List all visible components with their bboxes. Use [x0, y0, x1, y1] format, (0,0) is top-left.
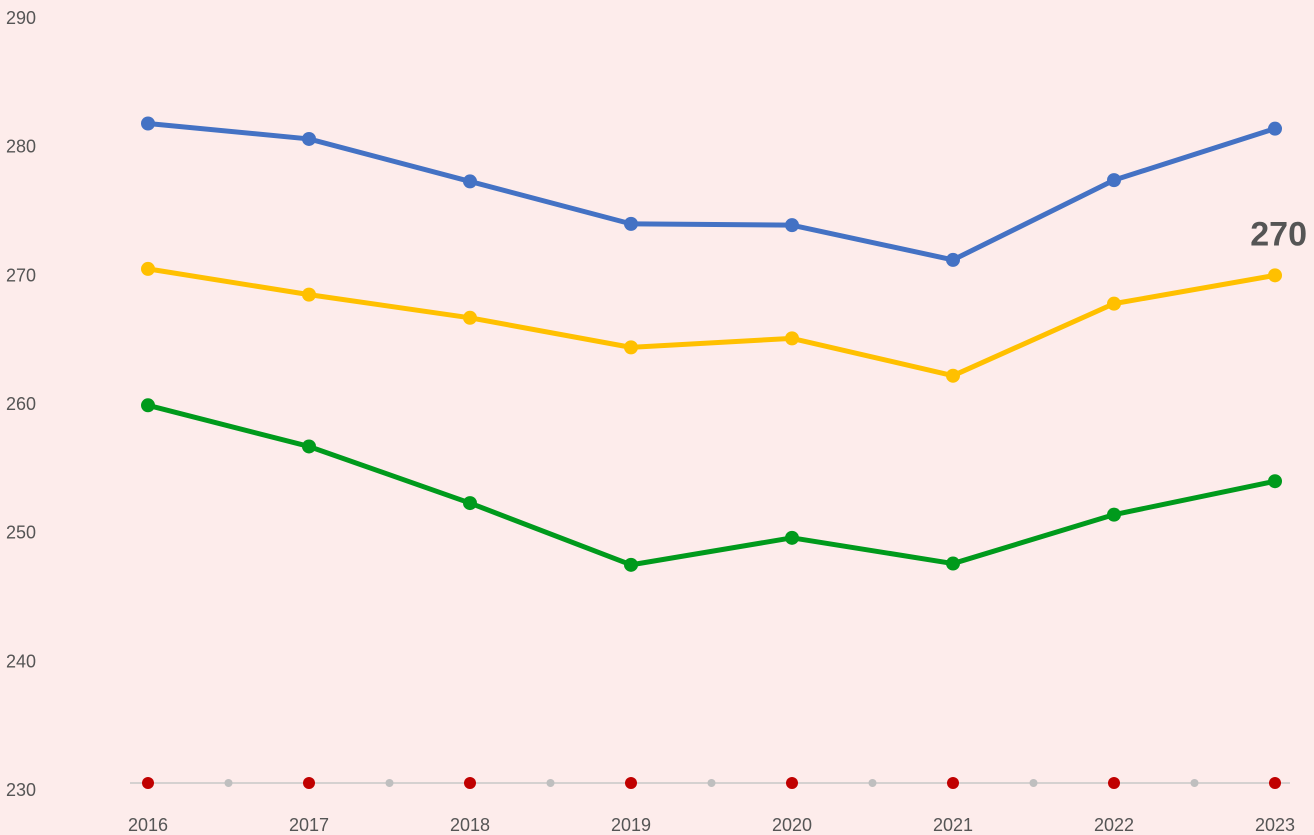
x-axis-year-marker [1269, 777, 1281, 789]
series-3-point [785, 530, 799, 545]
series-1-point [624, 216, 638, 231]
tick-labels: 230 240 250 260 270 280 290 2016 2017 2018 2019 202… [6, 8, 1307, 835]
x-axis-mid-marker [224, 779, 233, 787]
series-2-point [1268, 268, 1282, 283]
x-axis-year-marker [464, 777, 476, 789]
series-1-point [463, 174, 477, 189]
series-3-point [946, 556, 960, 571]
x-axis [130, 777, 1290, 789]
series-3-point [141, 398, 155, 413]
x-tick-label: 2021 [933, 815, 973, 835]
series-3-point [463, 496, 477, 511]
x-axis-mid-marker [707, 779, 716, 787]
y-tick-label: 290 [6, 8, 36, 28]
series-3-point [302, 439, 316, 454]
series-3-point [624, 557, 638, 572]
y-tick-label: 230 [6, 780, 36, 800]
x-axis-year-marker [947, 777, 959, 789]
y-tick-label: 280 [6, 137, 36, 157]
x-tick-label: 2023 [1255, 815, 1295, 835]
series-lines [141, 116, 1282, 572]
series-1-point [302, 131, 316, 146]
x-axis-year-marker [1108, 777, 1120, 789]
reference-lines [90, 138, 1314, 532]
x-tick-label: 2016 [128, 815, 168, 835]
end-value-label: 270 [1250, 215, 1307, 253]
series-1-point [141, 116, 155, 131]
x-axis-mid-marker [1190, 779, 1199, 787]
y-tick-label: 240 [6, 651, 36, 671]
series-1-point [785, 218, 799, 233]
series-2-point [624, 340, 638, 355]
series-1-point [946, 252, 960, 267]
x-axis-year-marker [625, 777, 637, 789]
x-axis-year-marker [303, 777, 315, 789]
y-tick-label: 260 [6, 394, 36, 414]
series-3-point [1268, 474, 1282, 489]
series-2-point [1107, 296, 1121, 311]
x-axis-mid-marker [1029, 779, 1038, 787]
x-axis-mid-marker [385, 779, 394, 787]
x-axis-year-marker [786, 777, 798, 789]
series-2-point [946, 368, 960, 383]
x-axis-mid-marker [546, 779, 555, 787]
x-tick-label: 2020 [772, 815, 812, 835]
x-tick-label: 2022 [1094, 815, 1134, 835]
series-1-point [1107, 173, 1121, 188]
x-axis-year-marker [142, 777, 154, 789]
x-tick-label: 2019 [611, 815, 651, 835]
y-tick-label: 250 [6, 523, 36, 543]
series-2-point [785, 331, 799, 346]
series-line-3 [145, 402, 1278, 568]
series-2-point [463, 310, 477, 325]
x-axis-mid-marker [868, 779, 877, 787]
series-2-point [141, 261, 155, 276]
y-tick-label: 270 [6, 265, 36, 285]
x-tick-label: 2017 [289, 815, 329, 835]
series-1-point [1268, 121, 1282, 136]
series-3-point [1107, 507, 1121, 522]
series-2-point [302, 287, 316, 302]
x-tick-label: 2018 [450, 815, 490, 835]
series-line-1 [145, 121, 1278, 263]
series-line-2 [145, 266, 1278, 379]
